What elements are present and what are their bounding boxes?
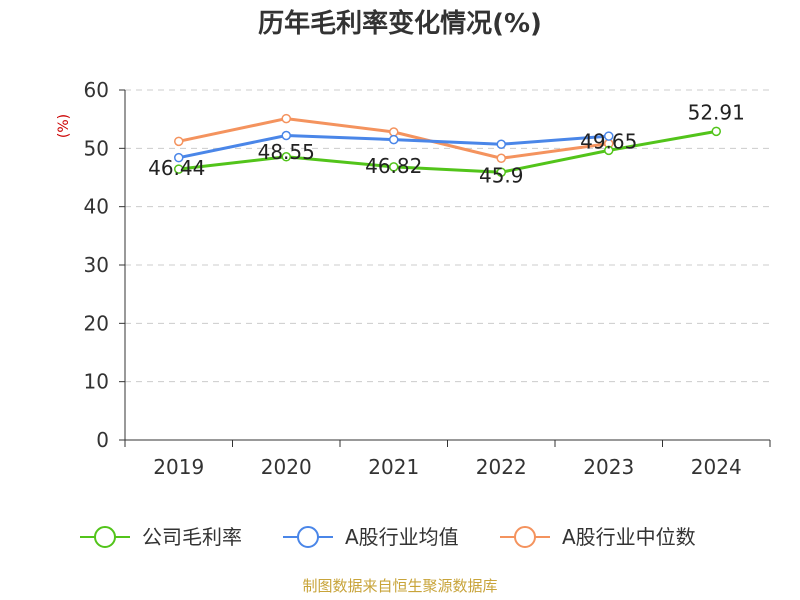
data-label: 46.44 (148, 156, 205, 180)
legend-marker (94, 526, 116, 548)
data-point (496, 139, 506, 149)
y-tick-label: 60 (84, 78, 109, 102)
legend-label: A股行业中位数 (562, 525, 696, 549)
x-tick-label: 2021 (368, 455, 419, 479)
axes (119, 89, 771, 447)
legend-marker (514, 526, 536, 548)
data-point (604, 145, 614, 156)
data-point (496, 153, 506, 163)
y-tick-label: 40 (84, 195, 109, 219)
data-point (389, 162, 399, 172)
y-tick-label: 50 (84, 136, 109, 160)
data-point (281, 130, 291, 141)
data-point (174, 136, 184, 147)
x-tick-label: 2020 (261, 455, 312, 479)
data-point (389, 127, 399, 137)
legend-label: A股行业均值 (345, 525, 459, 549)
series-1 (174, 130, 614, 163)
legend-label: 公司毛利率 (142, 525, 242, 549)
y-axis-label: (%) (56, 114, 72, 138)
data-point (174, 164, 184, 174)
x-tick-label: 2024 (691, 455, 742, 479)
data-point (281, 152, 291, 162)
series-2 (174, 113, 614, 163)
y-tick-label: 20 (84, 311, 109, 335)
series-line (178, 129, 717, 174)
data-label: 46.82 (365, 154, 422, 178)
chart-title: 历年毛利率变化情况(%) (258, 8, 542, 39)
x-tick-label: 2019 (153, 455, 204, 479)
x-tick-label: 2022 (476, 455, 527, 479)
series-layer (174, 113, 721, 177)
y-tick-label: 0 (96, 428, 109, 452)
data-point (281, 113, 291, 124)
source-note: 制图数据来自恒生聚源数据库 (302, 577, 497, 595)
legend-item-1[interactable]: A股行业均值 (283, 525, 459, 549)
grid-lines (125, 89, 770, 383)
y-tick-label: 10 (84, 370, 109, 394)
data-labels: 46.44 48.55 46.82 45.9 49.65 52.91 (148, 100, 745, 187)
x-tick-labels: 2019 2020 2021 2022 2023 2024 (153, 455, 741, 479)
y-tick-labels: 0 10 20 30 40 50 60 (84, 78, 109, 452)
data-label: 49.65 (580, 129, 637, 153)
data-point (174, 152, 184, 163)
data-point (604, 131, 614, 141)
series-0 (174, 126, 721, 177)
x-tick-label: 2023 (583, 455, 634, 479)
data-label: 45.9 (479, 163, 524, 187)
data-point (389, 134, 399, 145)
legend-marker (297, 526, 319, 548)
legend-item-0[interactable]: 公司毛利率 (80, 525, 242, 549)
legend[interactable]: 公司毛利率 A股行业均值 A股行业中位数 (80, 525, 696, 549)
legend-item-2[interactable]: A股行业中位数 (500, 525, 696, 549)
data-point (711, 126, 721, 137)
data-point (496, 167, 506, 177)
data-label: 52.91 (688, 100, 745, 124)
y-tick-label: 30 (84, 253, 109, 277)
data-label: 48.55 (258, 140, 315, 164)
